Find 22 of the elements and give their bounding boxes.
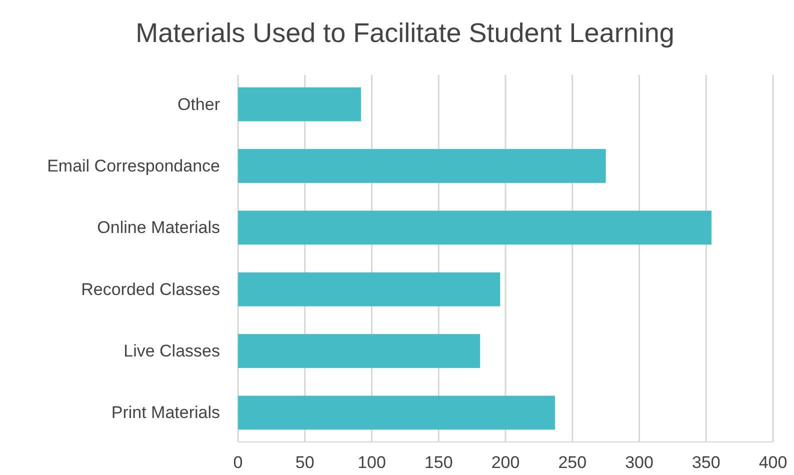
- bar: [238, 334, 480, 368]
- x-tick-label: 300: [625, 453, 654, 472]
- chart-title: Materials Used to Facilitate Student Learning: [136, 18, 674, 48]
- x-tick-label: 100: [358, 453, 386, 472]
- bar: [238, 272, 500, 306]
- x-tick-label: 250: [558, 453, 587, 472]
- x-tick-label: 150: [424, 453, 453, 472]
- y-tick-label: Other: [177, 94, 220, 114]
- y-tick-label: Online Materials: [97, 218, 220, 238]
- bar: [238, 87, 362, 122]
- x-tick-label: 400: [758, 453, 788, 472]
- y-tick-label: Live Classes: [124, 341, 220, 360]
- x-tick-label: 0: [233, 453, 243, 472]
- y-tick-label: Recorded Classes: [81, 280, 220, 299]
- bar: [238, 396, 555, 430]
- x-tick-label: 350: [692, 453, 720, 472]
- y-tick-label: Email Correspondance: [47, 156, 220, 176]
- x-tick-label: 200: [491, 453, 520, 472]
- y-tick-label: Print Materials: [111, 403, 220, 422]
- x-tick-label: 50: [295, 453, 314, 472]
- bar: [238, 149, 606, 183]
- bar: [238, 210, 712, 245]
